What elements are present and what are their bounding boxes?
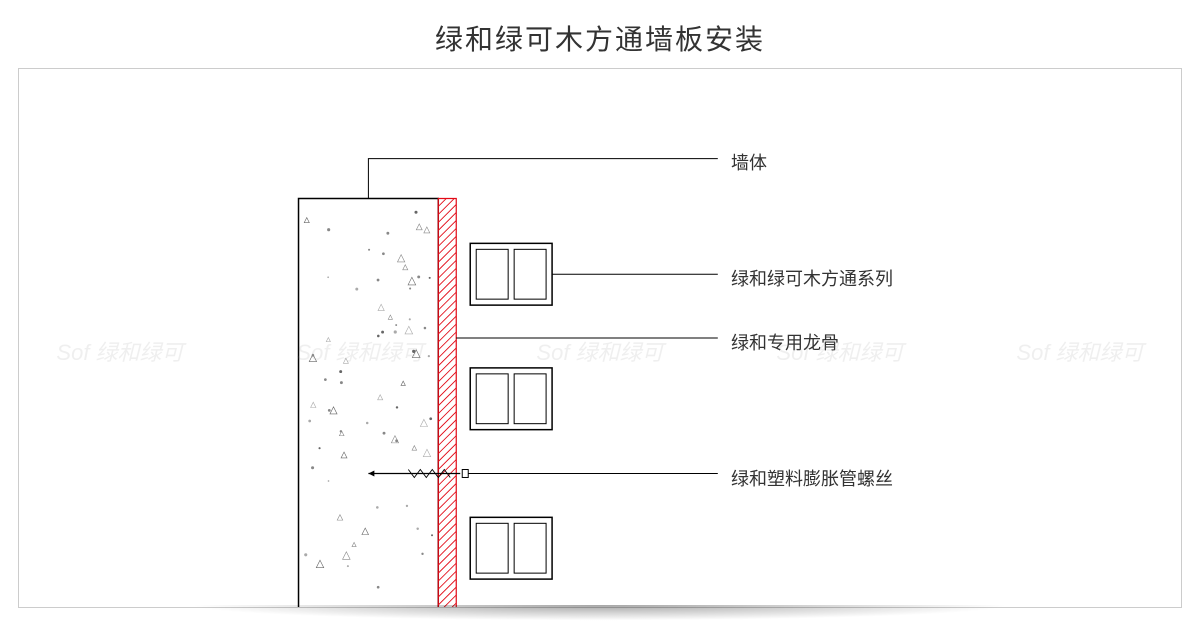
label-wall: 墙体 (731, 149, 767, 175)
diagram-frame: 墙体 绿和绿可木方通系列 绿和专用龙骨 绿和塑料膨胀管螺丝 (18, 68, 1182, 608)
page-title: 绿和绿可木方通墙板安装 (0, 0, 1200, 68)
frame-shadow (18, 605, 1182, 627)
label-tube: 绿和绿可木方通系列 (731, 265, 893, 291)
label-screw: 绿和塑料膨胀管螺丝 (731, 465, 893, 491)
diagram-svg (19, 69, 1181, 607)
label-keel: 绿和专用龙骨 (731, 329, 839, 355)
